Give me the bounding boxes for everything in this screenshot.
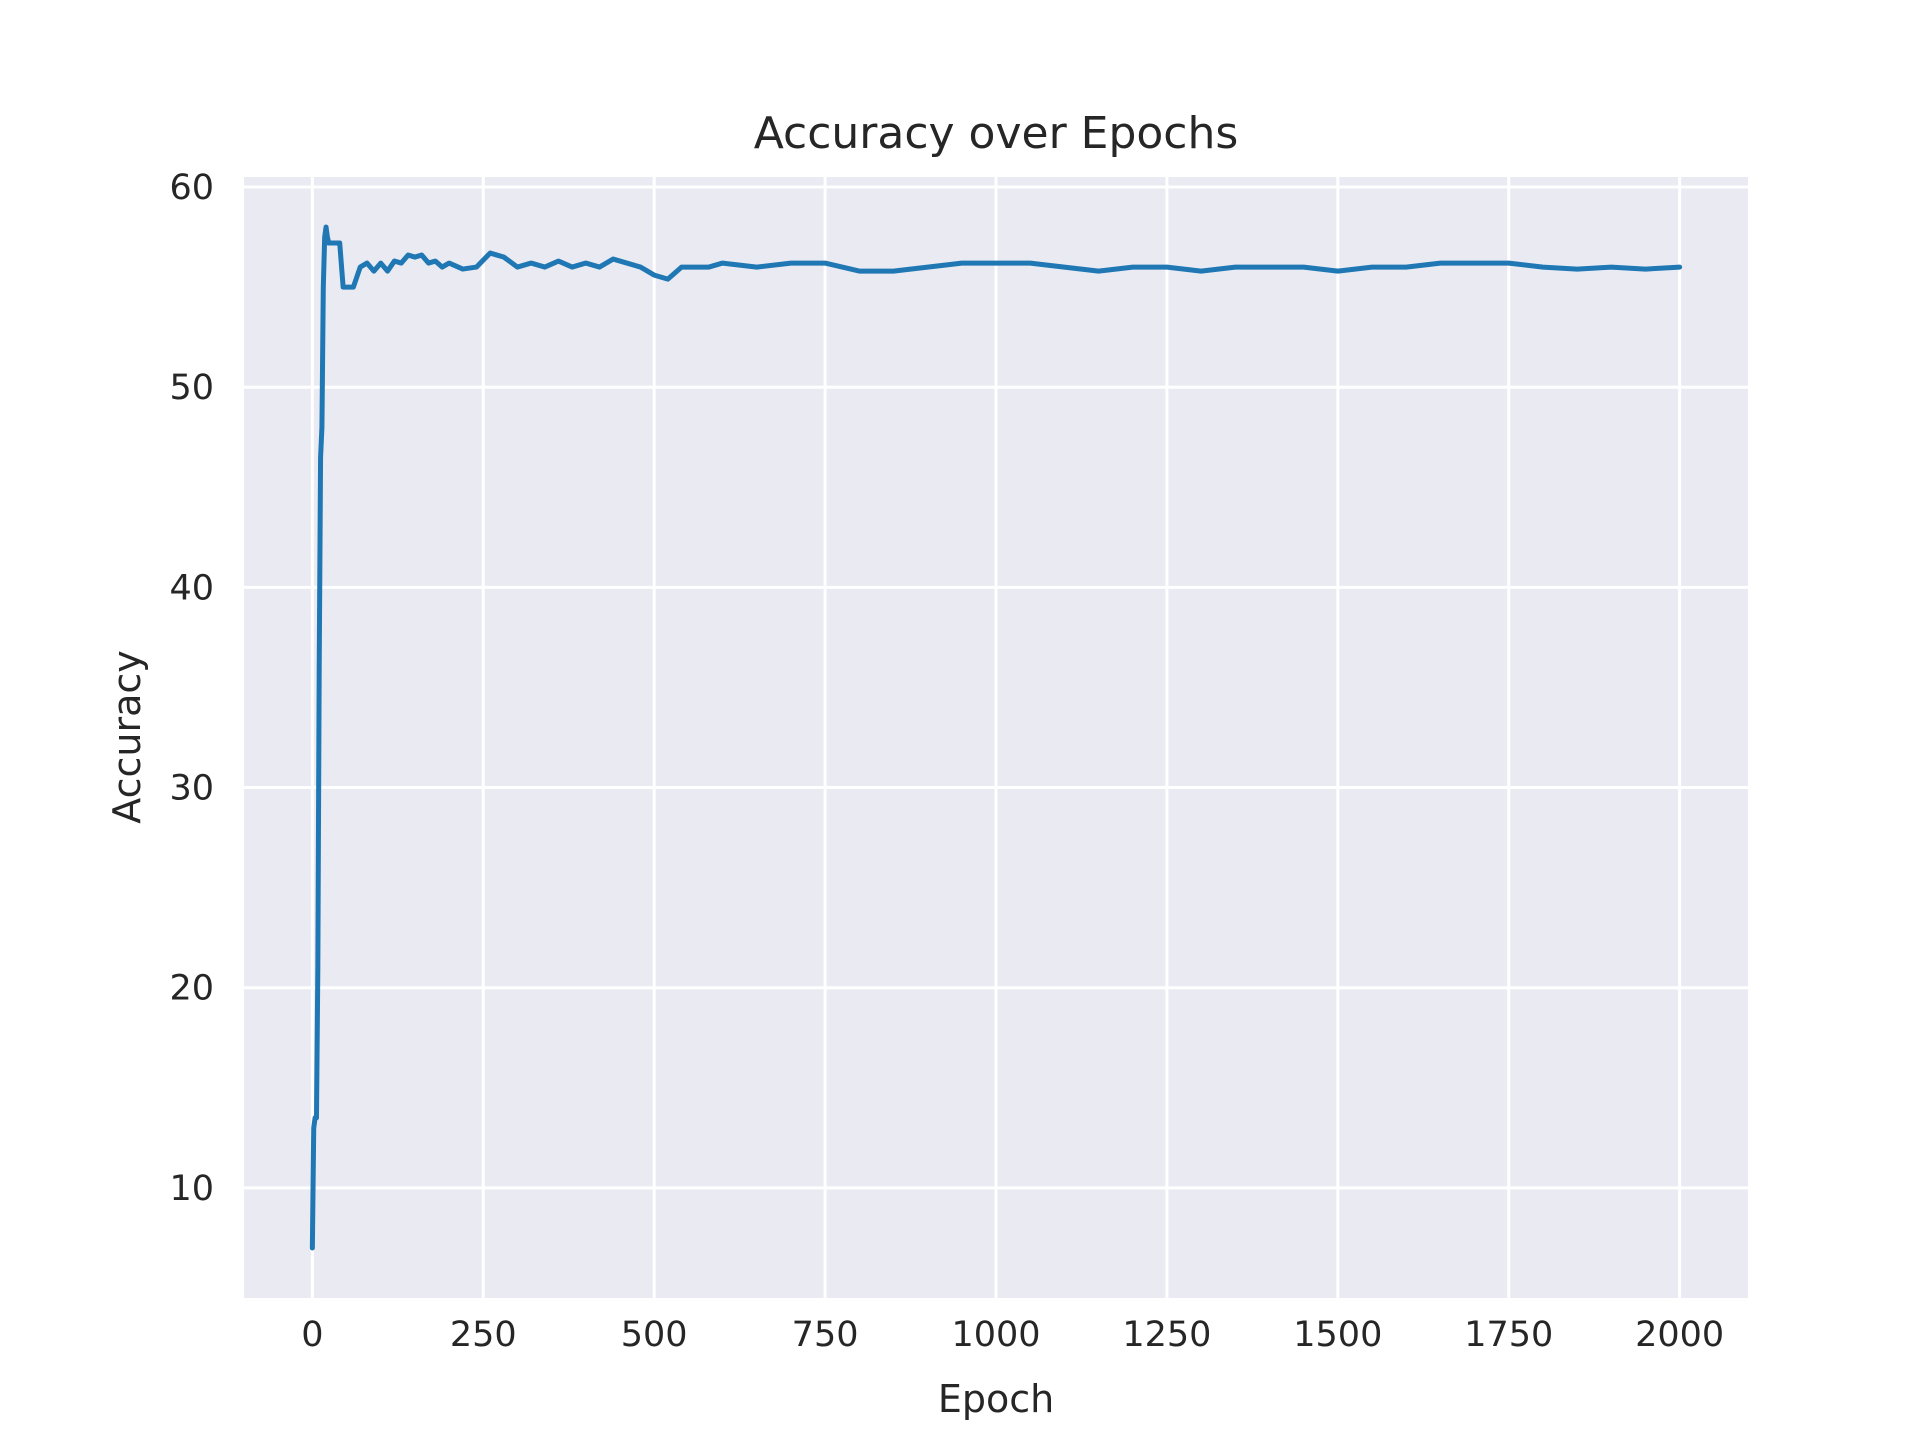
x-tick-label: 1500 <box>1293 1315 1382 1355</box>
y-tick-label: 60 <box>169 168 214 208</box>
y-tick-label: 30 <box>169 769 214 809</box>
x-tick-labels: 0 250 500 750 1000 1250 1500 1750 2000 <box>301 1315 1724 1355</box>
series-line <box>309 224 1683 1251</box>
x-tick-label: 1750 <box>1464 1315 1553 1355</box>
x-axis-label: Epoch <box>938 1377 1054 1421</box>
series-group <box>309 224 1683 1251</box>
y-tick-label: 10 <box>169 1169 214 1209</box>
y-tick-label: 50 <box>169 368 214 408</box>
x-tick-label: 1250 <box>1122 1315 1211 1355</box>
y-tick-labels: 10 20 30 40 50 60 <box>169 168 214 1209</box>
x-tick-label: 250 <box>450 1315 517 1355</box>
y-tick-label: 20 <box>169 969 214 1009</box>
y-tick-label: 40 <box>169 568 214 608</box>
x-tick-label: 0 <box>301 1315 323 1355</box>
y-gridlines <box>244 185 1748 1190</box>
x-tick-label: 1000 <box>951 1315 1040 1355</box>
x-tick-label: 500 <box>621 1315 688 1355</box>
x-tick-label: 750 <box>792 1315 859 1355</box>
x-gridlines <box>310 177 1682 1298</box>
chart-title: Accuracy over Epochs <box>754 108 1239 159</box>
x-tick-label: 2000 <box>1635 1315 1724 1355</box>
y-axis-label: Accuracy <box>105 650 149 824</box>
